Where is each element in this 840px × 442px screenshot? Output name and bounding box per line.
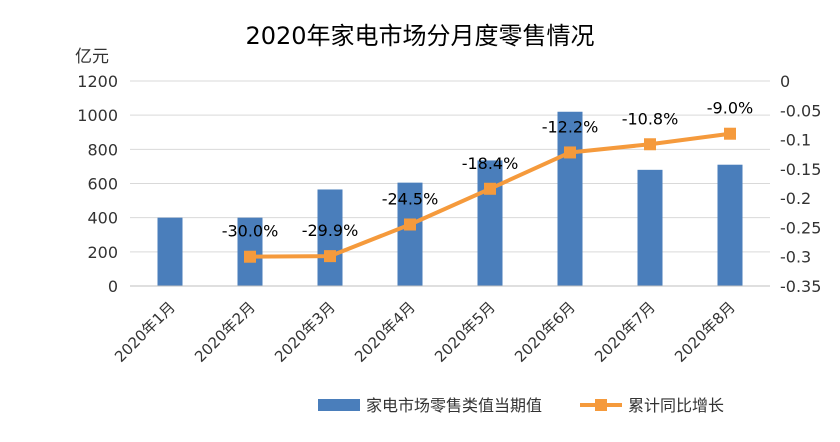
bar (557, 111, 583, 286)
line-point (564, 146, 576, 159)
data-label: -29.9% (302, 221, 359, 240)
chart-title: 2020年家电市场分月度零售情况 (245, 22, 594, 50)
y-tick-label: 600 (87, 175, 118, 194)
bar (157, 217, 183, 286)
data-label: -12.2% (542, 117, 599, 136)
y-tick-label: 1000 (77, 106, 118, 125)
x-tick-label: 2020年5月 (431, 298, 499, 366)
y-tick-label: 0 (108, 277, 118, 296)
line-series: -30.0% -29.9% -24.5% -18.4% -12.2% -10.8% -9.0… (222, 99, 753, 263)
legend-swatch-bar (318, 399, 360, 411)
bar (637, 169, 663, 286)
y2-tick-label: -0.25 (780, 218, 821, 237)
y2-tick-label: -0.3 (780, 248, 811, 267)
bar (397, 182, 423, 286)
line-point (244, 250, 256, 263)
line-point (404, 218, 416, 231)
legend-swatch-marker (595, 399, 607, 411)
data-label: -18.4% (462, 154, 519, 173)
y-tick-label: 800 (87, 140, 118, 159)
x-tick-label: 2020年6月 (511, 298, 579, 366)
legend-label: 家电市场零售类值当期值 (366, 396, 542, 415)
y2-tick-label: -0.1 (780, 131, 811, 150)
grid-lines (130, 80, 770, 287)
legend: 家电市场零售类值当期值 累计同比增长 (318, 396, 724, 415)
bar-series (157, 111, 743, 286)
x-tick-label: 2020年8月 (671, 298, 739, 366)
x-tick-label: 2020年1月 (111, 298, 179, 366)
line-point (724, 127, 736, 140)
bar (317, 189, 343, 286)
y2-tick-label: 0 (780, 72, 790, 91)
bar (717, 164, 743, 286)
y2-tick-label: -0.2 (780, 189, 811, 208)
data-label: -30.0% (222, 222, 279, 241)
x-tick-label: 2020年2月 (191, 298, 259, 366)
y-tick-label: 400 (87, 209, 118, 228)
y2-tick-label: -0.35 (780, 277, 821, 296)
y-axis-label: 亿元 (75, 47, 109, 67)
data-label: -10.8% (622, 109, 679, 128)
x-tick-label: 2020年3月 (271, 298, 339, 366)
data-label: -24.5% (382, 190, 439, 209)
x-tick-label: 2020年4月 (351, 298, 419, 366)
data-label: -9.0% (707, 99, 753, 118)
line-point (484, 182, 496, 195)
line-point (644, 138, 656, 151)
bar (477, 160, 503, 286)
y-tick-label: 200 (87, 243, 118, 262)
x-tick-label: 2020年7月 (591, 298, 659, 366)
y-tick-label: 1200 (77, 72, 118, 91)
line-point (324, 250, 336, 263)
y2-tick-label: -0.05 (780, 101, 821, 120)
legend-label: 累计同比增长 (628, 396, 724, 415)
y2-tick-label: -0.15 (780, 160, 821, 179)
